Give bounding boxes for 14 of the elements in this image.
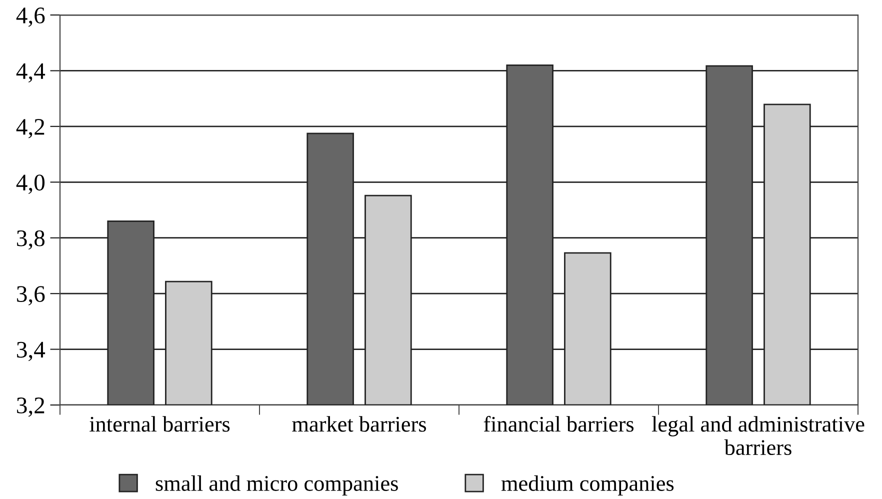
y-tick-label: 4,4 <box>16 63 46 83</box>
legend-label: small and micro companies <box>156 475 398 496</box>
y-tick-label: 3,2 <box>17 398 44 417</box>
x-tick-label: financial barriers <box>484 416 634 432</box>
y-tick-label: 3,4 <box>17 342 46 362</box>
x-tick-label: internal barriers <box>90 416 230 432</box>
x-tick-label: market barriers <box>292 416 426 432</box>
y-tick-label: 4,2 <box>16 118 44 138</box>
y-tick-label: 4,0 <box>16 174 45 194</box>
y-tick-label: 3,6 <box>17 286 45 306</box>
legend-label: medium companies <box>501 475 674 496</box>
y-tick-label: 3,8 <box>17 230 45 250</box>
y-tick-label: 4,6 <box>16 8 45 27</box>
x-tick-label: legal and administrative barriers <box>652 416 864 456</box>
